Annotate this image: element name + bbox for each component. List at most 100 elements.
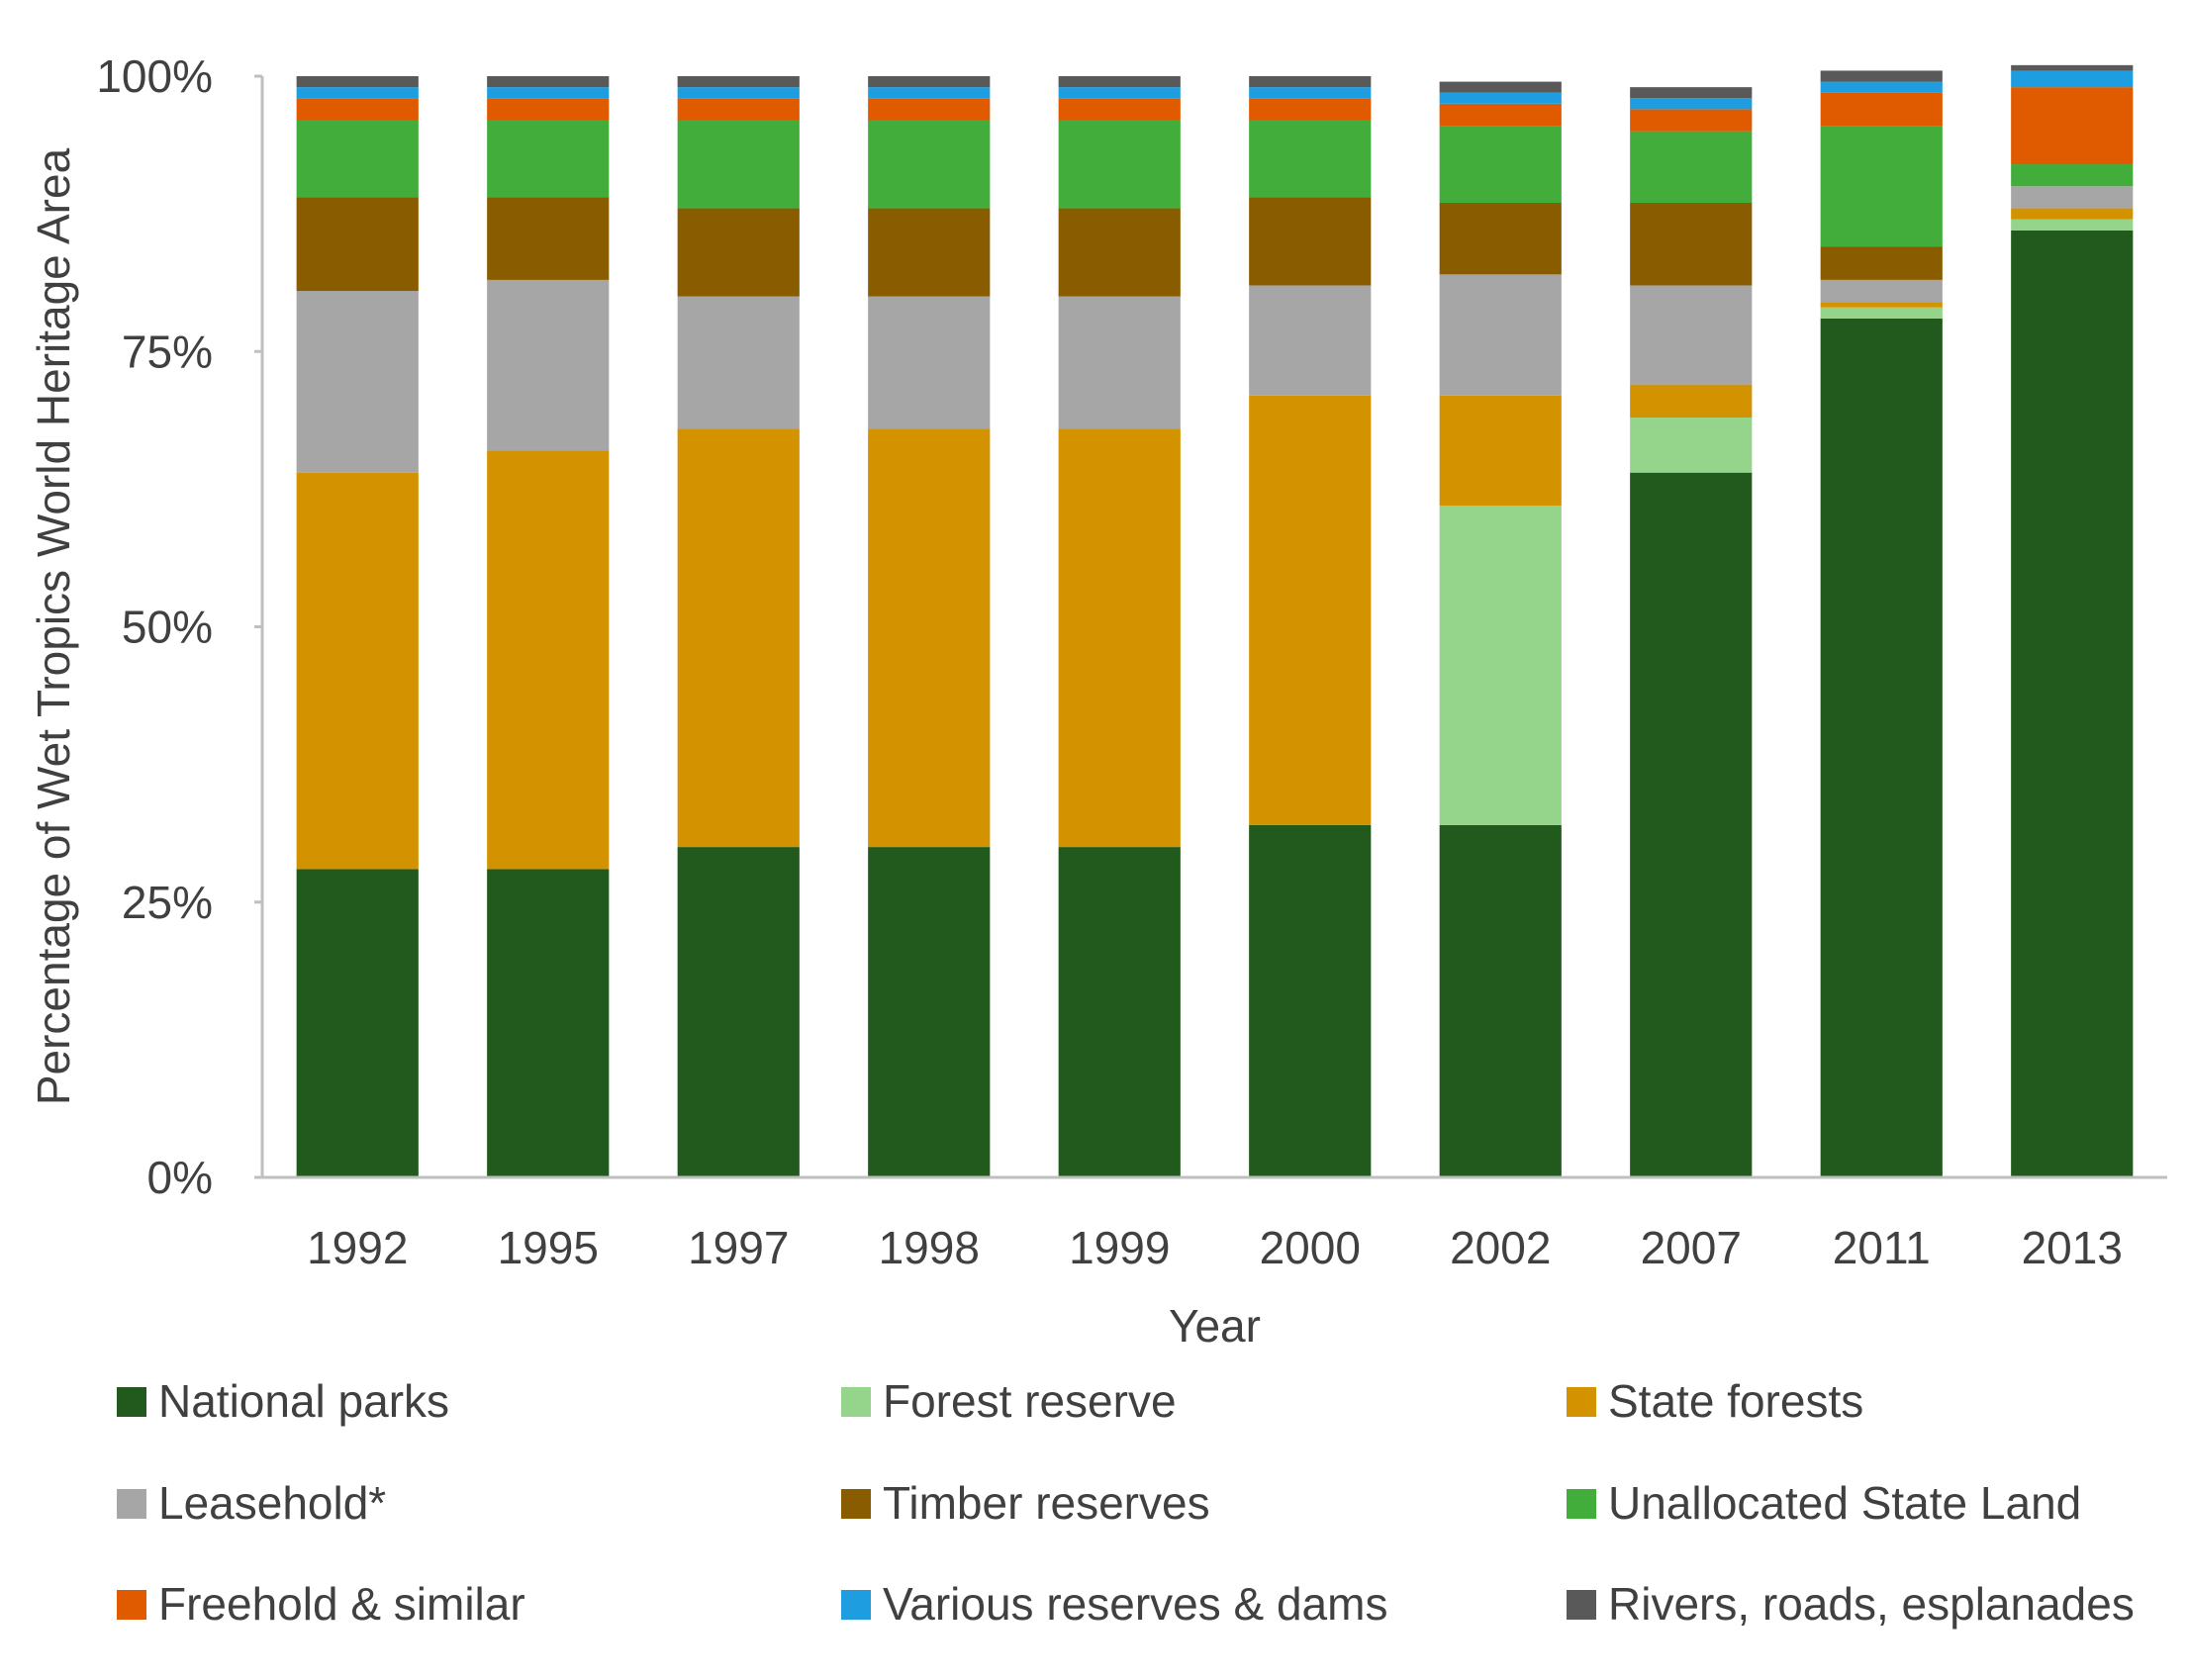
bar-1992-various-reserves-dams [296, 87, 419, 99]
bar-2011-timber-reserves [1820, 246, 1943, 280]
bar-1997-leasehold [677, 296, 800, 429]
bar-2000-various-reserves-dams [1249, 87, 1372, 99]
bar-1997-various-reserves-dams [677, 87, 800, 99]
legend-swatch [1567, 1387, 1596, 1417]
bar-2011-freehold-similar [1820, 92, 1943, 127]
bar-1995-rivers-roads-esplanades [487, 76, 610, 88]
bar-2000-freehold-similar [1249, 98, 1372, 121]
bar-2000-rivers-roads-esplanades [1249, 76, 1372, 88]
x-tick-label: 2002 [1450, 1222, 1551, 1273]
y-tick-label: 50% [122, 602, 213, 653]
x-tick-label: 2011 [1833, 1222, 1931, 1273]
x-tick-label: 1992 [307, 1222, 408, 1273]
y-tick-label: 0% [147, 1152, 213, 1203]
bar-2002-timber-reserves [1439, 203, 1562, 275]
bar-2013-freehold-similar [2011, 87, 2134, 165]
bar-2007-freehold-similar [1630, 109, 1753, 132]
x-tick-label: 2007 [1641, 1222, 1742, 1273]
bar-1998-freehold-similar [868, 98, 991, 121]
bar-2011-leasehold [1820, 279, 1943, 303]
bar-1995-national-parks [487, 869, 610, 1177]
legend-label: Forest reserve [883, 1375, 1177, 1427]
x-tick-labels: 1992 1995 1997 1998 1999 2000 2002 2007 2011 2013 [307, 1222, 2123, 1273]
y-tick-label: 75% [122, 326, 213, 377]
legend-item-rivers-roads-esplanades: Rivers, roads, esplanades [1567, 1578, 2135, 1630]
legend-item-national-parks: National parks [117, 1375, 449, 1427]
bar-1997-state-forests [677, 428, 800, 848]
bar-2007-forest-reserve [1630, 418, 1753, 473]
bar-2011-rivers-roads-esplanades [1820, 70, 1943, 82]
bar-1998-timber-reserves [868, 208, 991, 297]
legend-label: Freehold & similar [158, 1578, 525, 1630]
legend-item-state-forests: State forests [1567, 1375, 1863, 1427]
bar-1999-timber-reserves [1058, 208, 1181, 297]
y-tick-label: 25% [122, 877, 213, 928]
bar-1997-national-parks [677, 847, 800, 1177]
bar-2011-forest-reserve [1820, 307, 1943, 319]
bars-layer [296, 64, 2134, 1177]
bar-1998-rivers-roads-esplanades [868, 76, 991, 88]
bar-1992-rivers-roads-esplanades [296, 76, 419, 88]
bar-2007-state-forests [1630, 384, 1753, 419]
bar-1999-various-reserves-dams [1058, 87, 1181, 99]
bar-1998-state-forests [868, 428, 991, 848]
bar-2007-rivers-roads-esplanades [1630, 87, 1753, 99]
bar-2002-national-parks [1439, 824, 1562, 1177]
bar-2007-timber-reserves [1630, 203, 1753, 286]
legend-label: Various reserves & dams [883, 1578, 1387, 1630]
legend-swatch [1567, 1489, 1596, 1519]
x-axis-title: Year [1169, 1300, 1261, 1352]
x-tick-label: 1998 [879, 1222, 980, 1273]
bar-1998-national-parks [868, 847, 991, 1177]
x-tick-label: 2000 [1260, 1222, 1361, 1273]
x-tick-label: 1997 [688, 1222, 789, 1273]
bar-2013-state-forests [2011, 208, 2134, 220]
bar-2000-unallocated-state-land [1249, 120, 1372, 198]
bar-1992-state-forests [296, 472, 419, 870]
bar-1997-freehold-similar [677, 98, 800, 121]
x-tick-label: 1995 [498, 1222, 599, 1273]
legend: National parks Forest reserve State forest… [117, 1375, 2135, 1630]
y-tick-labels: 0% 25% 50% 75% 100% [96, 50, 262, 1203]
legend-swatch [841, 1590, 871, 1620]
bar-2000-leasehold [1249, 285, 1372, 396]
bar-2013-various-reserves-dams [2011, 70, 2134, 88]
bar-2002-freehold-similar [1439, 103, 1562, 127]
bar-1995-unallocated-state-land [487, 120, 610, 198]
bar-1995-various-reserves-dams [487, 87, 610, 99]
legend-swatch [1567, 1590, 1596, 1620]
bar-1992-unallocated-state-land [296, 120, 419, 198]
bar-2002-forest-reserve [1439, 506, 1562, 825]
y-axis-title: Percentage of Wet Tropics World Heritage… [28, 147, 79, 1105]
bar-2007-various-reserves-dams [1630, 98, 1753, 110]
bar-2013-unallocated-state-land [2011, 164, 2134, 187]
bar-2013-national-parks [2011, 230, 2134, 1177]
bar-1999-leasehold [1058, 296, 1181, 429]
bar-1995-state-forests [487, 450, 610, 870]
bar-1992-leasehold [296, 291, 419, 473]
bar-1995-timber-reserves [487, 197, 610, 280]
legend-label: National parks [158, 1375, 449, 1427]
legend-label: Rivers, roads, esplanades [1608, 1578, 2135, 1630]
bar-2011-national-parks [1820, 318, 1943, 1177]
bar-1997-timber-reserves [677, 208, 800, 297]
x-tick-label: 1999 [1069, 1222, 1170, 1273]
bar-2013-forest-reserve [2011, 219, 2134, 231]
bar-2002-unallocated-state-land [1439, 126, 1562, 203]
bar-1998-various-reserves-dams [868, 87, 991, 99]
bar-2007-national-parks [1630, 472, 1753, 1177]
bar-1999-unallocated-state-land [1058, 120, 1181, 209]
legend-item-unallocated-state-land: Unallocated State Land [1567, 1477, 2081, 1529]
legend-item-various-reserves-dams: Various reserves & dams [841, 1578, 1387, 1630]
legend-swatch [841, 1387, 871, 1417]
bar-2011-state-forests [1820, 302, 1943, 308]
bar-2007-unallocated-state-land [1630, 131, 1753, 203]
bar-2007-leasehold [1630, 285, 1753, 385]
bar-2011-various-reserves-dams [1820, 81, 1943, 93]
bar-2013-leasehold [2011, 186, 2134, 209]
legend-item-forest-reserve: Forest reserve [841, 1375, 1177, 1427]
bar-2002-rivers-roads-esplanades [1439, 81, 1562, 93]
bar-1999-state-forests [1058, 428, 1181, 848]
bar-1992-national-parks [296, 869, 419, 1177]
y-tick-label: 100% [96, 50, 213, 102]
